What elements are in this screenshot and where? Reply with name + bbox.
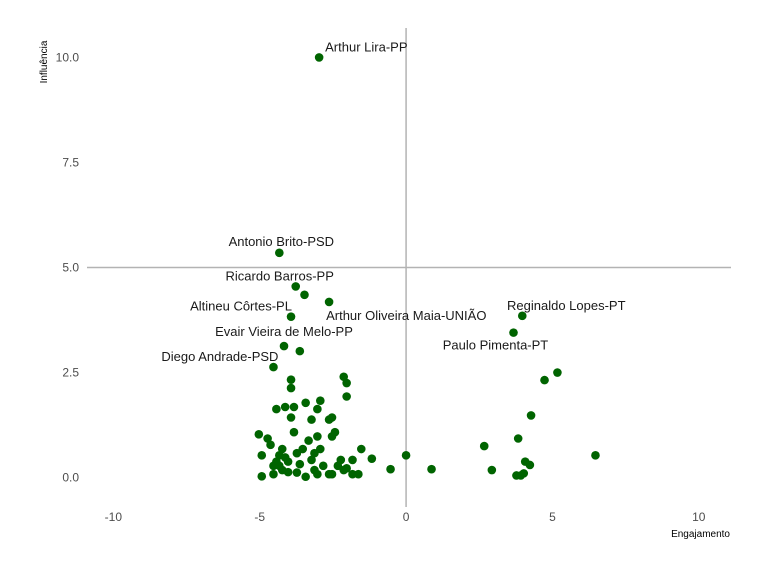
data-point [367,454,377,463]
data-point [275,451,284,460]
y-axis-ticks: 0.0 2.5 5.0 7.5 10.0 [56,50,80,484]
point-label: Evair Vieira de Melo-PP [215,324,353,339]
data-point [342,378,351,388]
data-point [286,375,296,384]
data-point [348,455,357,465]
point-label: Diego Andrade-PSD [161,349,278,364]
data-point [307,455,316,465]
x-tick-label: -5 [254,510,265,524]
data-point [517,311,527,321]
data-point [307,415,316,424]
x-axis-ticks: -10 -5 0 5 10 [105,510,706,524]
data-point [401,451,411,460]
data-point [254,430,264,439]
data-point [318,461,328,471]
data-point [304,436,313,445]
data-point [526,411,536,420]
data-point [275,248,284,258]
data-point [301,398,310,408]
data-point [509,328,518,337]
x-axis-title: Engajamento [671,529,730,540]
data-point [427,464,436,474]
data-point [519,469,529,478]
data-point [540,375,549,385]
data-point [269,362,278,372]
data-point [280,402,290,412]
point-label: Altineu Côrtes-PL [190,299,292,314]
data-point [269,469,278,479]
data-point [339,465,349,475]
data-point [272,404,281,414]
reference-lines [87,28,731,507]
point-label: Arthur Oliveira Maia-UNIÃO [326,308,486,323]
data-point [513,434,523,443]
data-point [301,472,310,482]
data-point [295,459,305,469]
y-tick-label: 2.5 [62,366,79,380]
x-tick-label: 10 [692,510,706,524]
data-point [348,469,357,479]
data-points [254,53,600,482]
data-point [257,472,267,481]
data-point [263,434,272,443]
data-point [257,451,267,460]
data-point [487,465,497,475]
data-point [300,290,309,300]
data-point [269,461,278,471]
data-point [295,346,305,356]
data-point [291,282,301,291]
point-labels: Arthur Lira-PP Antonio Brito-PSD Ricardo B… [161,39,625,364]
y-tick-label: 7.5 [62,155,79,169]
data-point [386,464,395,474]
data-point [342,392,351,401]
data-point [292,468,302,477]
point-label: Ricardo Barros-PP [226,268,334,283]
x-tick-label: 0 [403,510,410,524]
data-point [314,53,324,62]
data-point [356,444,366,454]
y-tick-label: 5.0 [62,261,79,275]
data-point [324,297,334,307]
point-label: Paulo Pimenta-PT [443,338,549,353]
x-tick-label: 5 [549,510,556,524]
point-label: Arthur Lira-PP [325,39,407,54]
data-point [286,413,296,422]
data-point [313,469,322,479]
y-tick-label: 0.0 [62,471,79,485]
data-point [279,341,289,351]
data-point [479,441,489,451]
data-point [286,312,296,321]
data-point [313,432,322,441]
point-label: Antonio Brito-PSD [229,234,335,249]
data-point [313,404,322,414]
x-tick-label: -10 [105,510,123,524]
data-point [327,432,337,441]
point-label: Reginaldo Lopes-PT [507,298,626,313]
data-point [525,460,535,470]
data-point [324,415,334,424]
y-tick-label: 10.0 [56,50,80,64]
data-point [289,402,299,412]
data-point [286,383,296,393]
data-point [292,448,302,458]
data-point [289,427,299,437]
data-point [316,396,325,405]
y-axis-title: Influência [39,40,50,83]
data-point [553,368,562,377]
data-point [310,448,319,458]
data-point [591,451,600,460]
data-point [324,469,334,479]
